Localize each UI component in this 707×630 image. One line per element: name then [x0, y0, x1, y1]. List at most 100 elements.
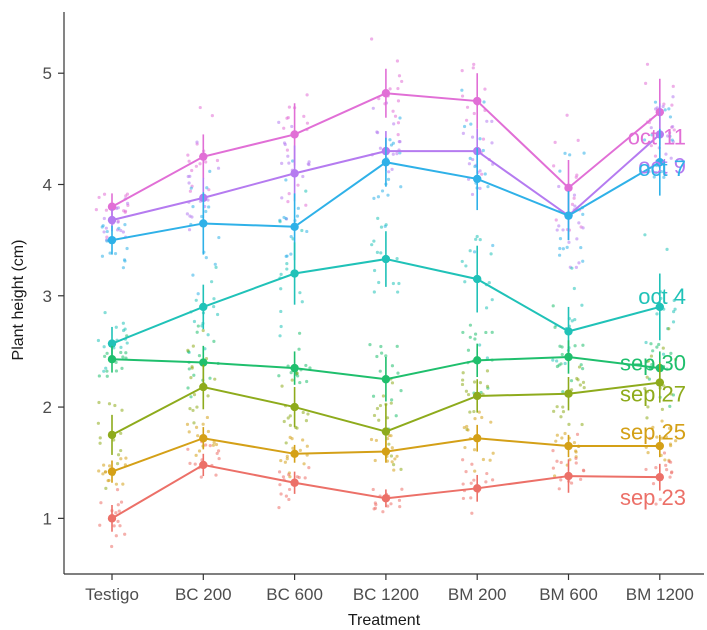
- x-tick-label: BM 1200: [626, 585, 694, 604]
- jitter-point: [378, 369, 382, 373]
- mean-point: [107, 202, 117, 211]
- jitter-point: [553, 140, 557, 144]
- jitter-point: [300, 228, 304, 233]
- jitter-point: [285, 148, 290, 152]
- jitter-point: [674, 357, 678, 362]
- jitter-point: [465, 105, 470, 109]
- jitter-point: [668, 115, 673, 119]
- jitter-point: [97, 400, 101, 405]
- jitter-point: [96, 338, 101, 343]
- jitter-point: [100, 254, 105, 258]
- jitter-point: [399, 467, 403, 472]
- jitter-point: [471, 66, 475, 70]
- jitter-point: [107, 402, 112, 406]
- jitter-point: [472, 62, 476, 66]
- jitter-point: [117, 226, 121, 230]
- series-label: sep 23: [620, 485, 686, 510]
- x-tick-label: Testigo: [85, 585, 139, 604]
- jitter-point: [670, 138, 674, 142]
- mean-point: [199, 219, 208, 228]
- jitter-point: [289, 234, 293, 239]
- jitter-point: [287, 497, 291, 502]
- jitter-point: [559, 460, 563, 465]
- jitter-point: [102, 463, 106, 467]
- jitter-point: [190, 168, 194, 173]
- mean-point: [199, 460, 208, 470]
- jitter-point: [478, 381, 483, 385]
- jitter-point: [188, 407, 192, 411]
- jitter-point: [574, 265, 578, 269]
- jitter-point: [214, 442, 219, 447]
- jitter-point: [282, 215, 286, 220]
- jitter-point: [474, 237, 478, 241]
- jitter-point: [204, 209, 208, 214]
- jitter-point: [665, 468, 669, 472]
- jitter-point: [644, 340, 648, 345]
- jitter-point: [189, 395, 193, 399]
- jitter-point: [577, 261, 581, 265]
- jitter-point: [308, 366, 312, 370]
- jitter-point: [559, 478, 563, 482]
- jitter-point: [295, 214, 300, 218]
- jitter-point: [390, 460, 394, 464]
- jitter-point: [397, 498, 402, 502]
- jitter-point: [466, 392, 471, 397]
- jitter-point: [464, 470, 468, 474]
- jitter-point: [121, 482, 125, 486]
- y-axis-title: Plant height (cm): [10, 240, 27, 361]
- jitter-point: [201, 422, 205, 426]
- jitter-point: [305, 379, 309, 384]
- jitter-point: [120, 408, 124, 412]
- jitter-point: [469, 122, 473, 126]
- jitter-point: [371, 106, 375, 110]
- jitter-point: [279, 287, 283, 291]
- mean-point: [107, 430, 117, 440]
- jitter-point: [190, 215, 194, 219]
- jitter-point: [372, 413, 377, 418]
- jitter-point: [289, 370, 293, 375]
- jitter-point: [304, 203, 308, 207]
- jitter-point: [464, 264, 468, 268]
- jitter-point: [398, 140, 402, 144]
- mean-point: [655, 472, 664, 482]
- jitter-point: [391, 109, 395, 113]
- jitter-point: [188, 174, 192, 178]
- jitter-point: [193, 462, 197, 466]
- jitter-point: [201, 328, 205, 333]
- jitter-point: [565, 245, 569, 250]
- jitter-point: [461, 496, 466, 501]
- jitter-point: [204, 160, 208, 164]
- jitter-point: [469, 496, 473, 500]
- mean-point: [107, 235, 117, 245]
- jitter-point: [115, 488, 120, 492]
- jitter-point: [112, 524, 116, 528]
- jitter-point: [102, 192, 107, 196]
- jitter-point: [102, 345, 106, 349]
- jitter-point: [490, 298, 494, 302]
- jitter-point: [580, 303, 584, 307]
- mean-point: [655, 302, 664, 312]
- jitter-point: [657, 342, 661, 347]
- jitter-point: [212, 339, 216, 344]
- jitter-point: [490, 330, 494, 334]
- mean-point: [290, 169, 299, 178]
- mean-point: [107, 467, 117, 476]
- jitter-point: [214, 265, 218, 269]
- jitter-point: [381, 510, 385, 514]
- jitter-point: [374, 438, 379, 443]
- jitter-point: [390, 364, 395, 368]
- jitter-point: [560, 352, 564, 357]
- mean-point: [564, 211, 573, 220]
- series-label: oct 7: [638, 156, 686, 181]
- jitter-point: [386, 193, 390, 197]
- jitter-point: [298, 380, 302, 385]
- jitter-point: [288, 423, 292, 427]
- jitter-point: [302, 462, 306, 466]
- jitter-point: [576, 378, 580, 382]
- jitter-point: [652, 175, 656, 179]
- jitter-point: [391, 463, 396, 467]
- mean-point: [473, 484, 482, 493]
- jitter-point: [484, 480, 488, 484]
- jitter-point: [568, 153, 572, 157]
- jitter-point: [469, 481, 473, 485]
